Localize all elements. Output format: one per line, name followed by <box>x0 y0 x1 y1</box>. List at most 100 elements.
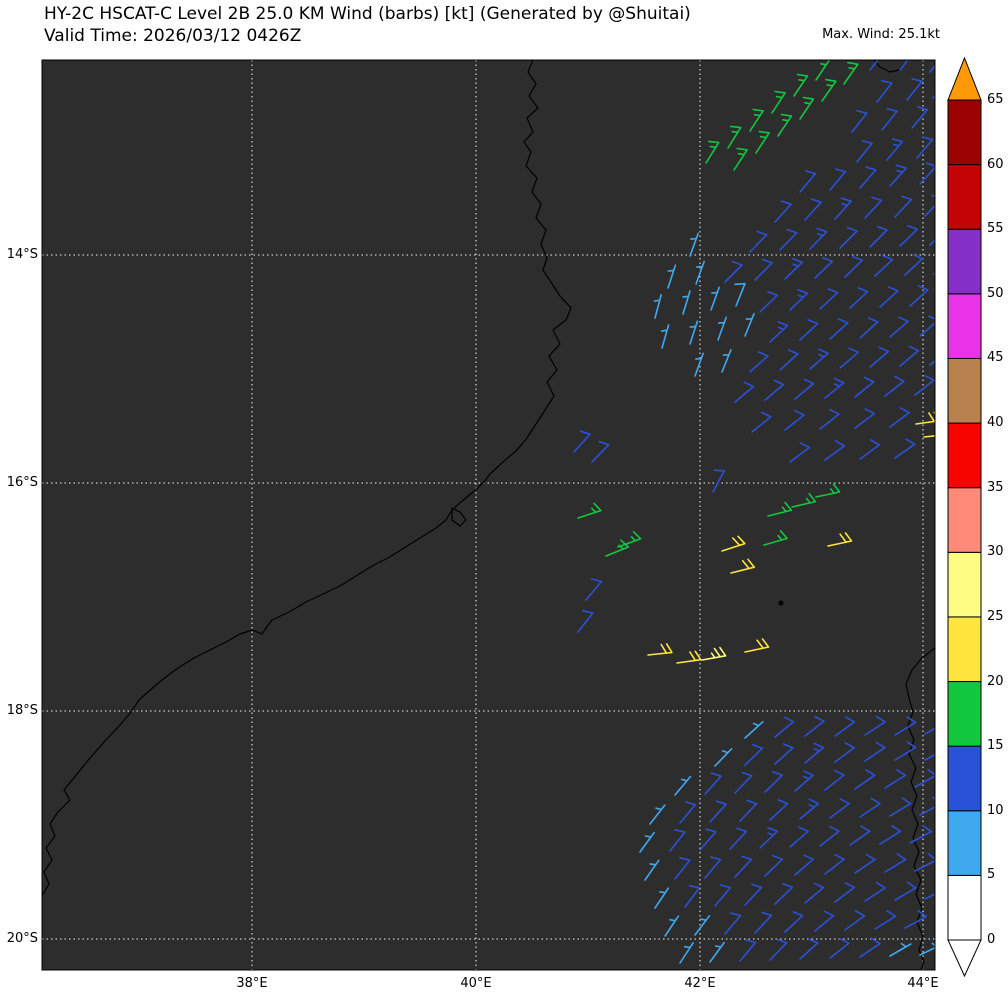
wind-barb <box>923 435 935 438</box>
wind-barb <box>799 798 820 820</box>
wind-barb <box>924 893 935 900</box>
colorbar-tick-label: 55 <box>987 221 1004 237</box>
wind-barb <box>824 853 845 875</box>
wind-barb <box>815 60 831 81</box>
colorbar-tick-label: 45 <box>987 350 1004 366</box>
wind-barb <box>929 359 935 366</box>
wind-barb <box>791 492 817 508</box>
y-tick-label: 18°S <box>6 703 38 718</box>
wind-barb <box>829 937 850 959</box>
wind-barb <box>639 831 655 853</box>
x-tick-label: 44°E <box>907 976 939 991</box>
wind-barb <box>799 319 819 341</box>
colorbar-segment <box>947 810 982 876</box>
wind-barb <box>849 287 869 309</box>
wind-barb <box>739 799 758 822</box>
wind-barb <box>754 911 773 934</box>
colorbar-tick-label: 20 <box>987 673 1004 689</box>
wind-barb <box>914 853 935 872</box>
wind-barb <box>689 232 699 257</box>
map-background <box>42 60 935 970</box>
wind-barb <box>929 64 935 73</box>
wind-barb <box>724 260 743 283</box>
wind-barb <box>874 255 894 277</box>
wind-barb <box>755 130 770 154</box>
colorbar-segment <box>947 487 982 553</box>
wind-barb <box>682 290 691 315</box>
wind-barb <box>821 78 837 102</box>
y-tick-label: 16°S <box>6 475 38 490</box>
colorbar-segment <box>947 228 982 295</box>
wind-barb <box>854 376 875 398</box>
wind-barb <box>767 501 793 517</box>
wind-barb <box>854 408 875 429</box>
colorbar-segment <box>947 681 982 747</box>
colorbar-tick-label: 35 <box>987 479 1004 495</box>
wind-barb <box>733 147 748 171</box>
marker-dot <box>778 600 784 606</box>
max-wind-label: Max. Wind: 25.1kt <box>822 27 940 42</box>
wind-barb <box>724 912 742 935</box>
x-tick-label: 38°E <box>236 976 268 991</box>
wind-barb <box>834 197 852 220</box>
wind-barb <box>894 716 917 736</box>
colorbar-tick-label: 65 <box>987 92 1004 107</box>
wind-barb <box>744 883 763 906</box>
wind-barb <box>859 317 879 339</box>
wind-barb <box>884 853 907 873</box>
wind-barb <box>869 60 879 71</box>
wind-barb <box>814 910 835 932</box>
wind-barb <box>924 727 935 735</box>
wind-barb <box>916 136 934 159</box>
wind-barb <box>774 716 795 738</box>
wind-barb <box>759 290 779 313</box>
wind-barb <box>727 125 742 149</box>
plot-border <box>41 59 936 971</box>
wind-barb <box>879 286 899 308</box>
wind-barb <box>699 828 717 851</box>
colorbar-tick-label: 0 <box>987 932 996 947</box>
wind-barb <box>904 254 924 276</box>
wind-barb <box>734 381 755 403</box>
x-tick-label: 42°E <box>684 976 716 991</box>
wind-barb <box>799 938 819 960</box>
wind-barb <box>774 882 794 905</box>
wind-barb <box>889 164 907 187</box>
wind-barb <box>793 73 809 97</box>
colorbar-tick-label: 60 <box>987 156 1004 172</box>
coastline <box>451 507 467 527</box>
title-line2: Valid Time: 2026/03/12 0426Z <box>44 25 302 46</box>
wind-barb <box>744 638 770 653</box>
wind-barb <box>585 578 603 601</box>
wind-barb <box>769 938 788 961</box>
wind-barb <box>751 411 772 433</box>
wind-barb <box>734 855 753 878</box>
wind-barb <box>647 643 673 656</box>
wind-barb <box>843 61 859 85</box>
wind-barb <box>859 797 881 818</box>
wind-barb <box>876 80 893 103</box>
wind-barb <box>924 753 935 761</box>
wind-barb <box>774 743 794 765</box>
wind-barb <box>824 440 846 461</box>
wind-barb <box>844 255 864 278</box>
wind-barb <box>834 882 855 903</box>
wind-barb <box>827 532 853 547</box>
wind-barb <box>577 610 594 633</box>
colorbar-segment <box>947 616 982 683</box>
wind-barb <box>804 882 825 904</box>
wind-barb <box>704 856 722 879</box>
wind-barb <box>764 770 784 793</box>
wind-barb <box>829 168 847 191</box>
wind-barb <box>886 138 904 161</box>
colorbar-segment <box>947 551 982 618</box>
wind-barb <box>929 239 935 246</box>
title-line1: HY-2C HSCAT-C Level 2B 25.0 KM Wind (bar… <box>44 4 691 24</box>
wind-barb <box>714 747 733 767</box>
wind-barb <box>754 258 773 281</box>
wind-barb <box>839 347 859 369</box>
wind-barb <box>794 854 814 876</box>
wind-barb <box>829 798 850 819</box>
wind-barb <box>591 440 610 463</box>
